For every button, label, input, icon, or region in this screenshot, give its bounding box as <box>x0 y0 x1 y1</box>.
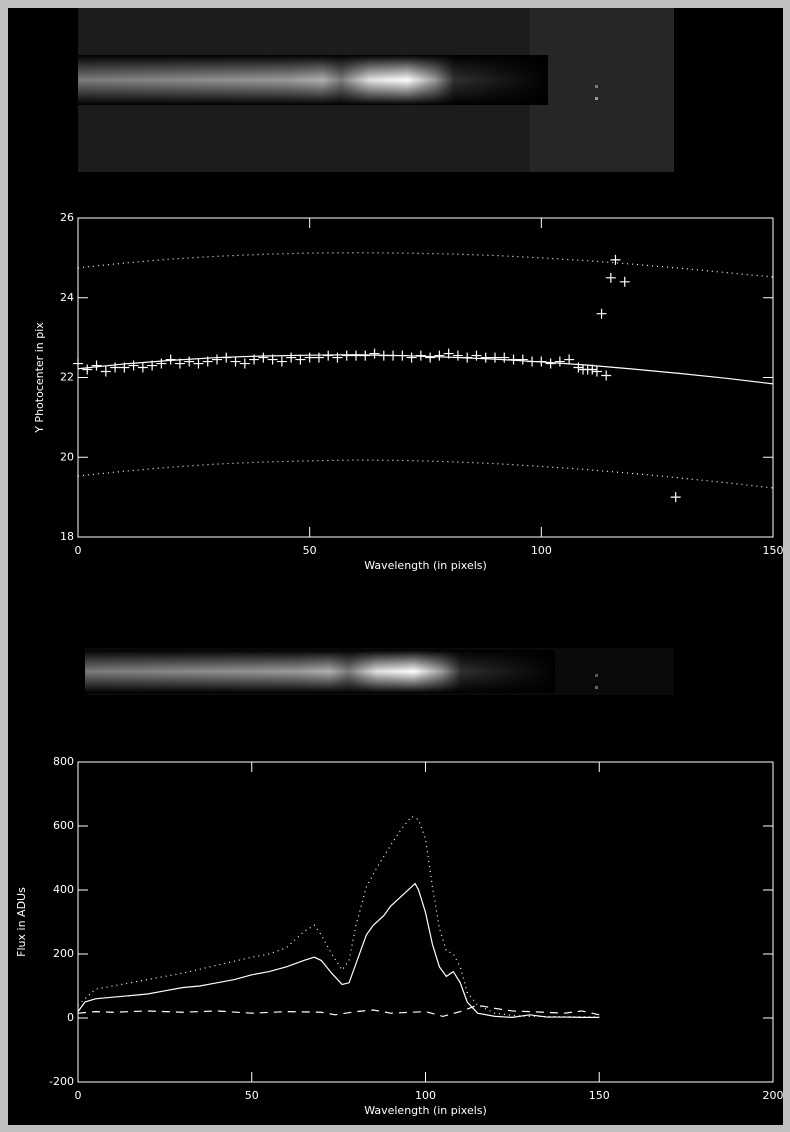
y-tick-label: 200 <box>53 947 74 960</box>
spectrum-image-raw <box>78 8 674 172</box>
spectrum-image-extracted <box>85 648 674 695</box>
y-tick-label: 0 <box>67 1011 74 1024</box>
x-axis-label: Wavelength (in pixels) <box>364 1104 487 1117</box>
page: {"chart_data": [ {"type": "scatter", "yl… <box>0 0 790 1132</box>
y-tick-label: 22 <box>60 371 74 384</box>
y-tick-label: 20 <box>60 450 74 463</box>
x-tick-label: 150 <box>763 544 784 557</box>
figure: 0 50 100 150 18 20 22 24 26 Wavelength (in pixels… <box>0 0 790 1132</box>
y-tick-label: 400 <box>53 883 74 896</box>
y-tick-label: 26 <box>60 211 74 224</box>
y-tick-label: -200 <box>49 1075 74 1088</box>
x-tick-label: 0 <box>75 544 82 557</box>
x-tick-label: 50 <box>245 1089 259 1102</box>
x-tick-label: 50 <box>303 544 317 557</box>
y-tick-label: 800 <box>53 755 74 768</box>
x-axis-label: Wavelength (in pixels) <box>364 559 487 572</box>
y-axis-label: Flux in ADUs <box>15 887 28 957</box>
x-tick-label: 0 <box>75 1089 82 1102</box>
y-tick-label: 24 <box>60 291 74 304</box>
x-tick-label: 100 <box>415 1089 436 1102</box>
x-tick-label: 150 <box>589 1089 610 1102</box>
y-tick-label: 600 <box>53 819 74 832</box>
x-tick-label: 200 <box>763 1089 784 1102</box>
x-tick-label: 100 <box>531 544 552 557</box>
y-axis-label: Y Photocenter in pix <box>33 322 46 434</box>
y-tick-label: 18 <box>60 530 74 543</box>
